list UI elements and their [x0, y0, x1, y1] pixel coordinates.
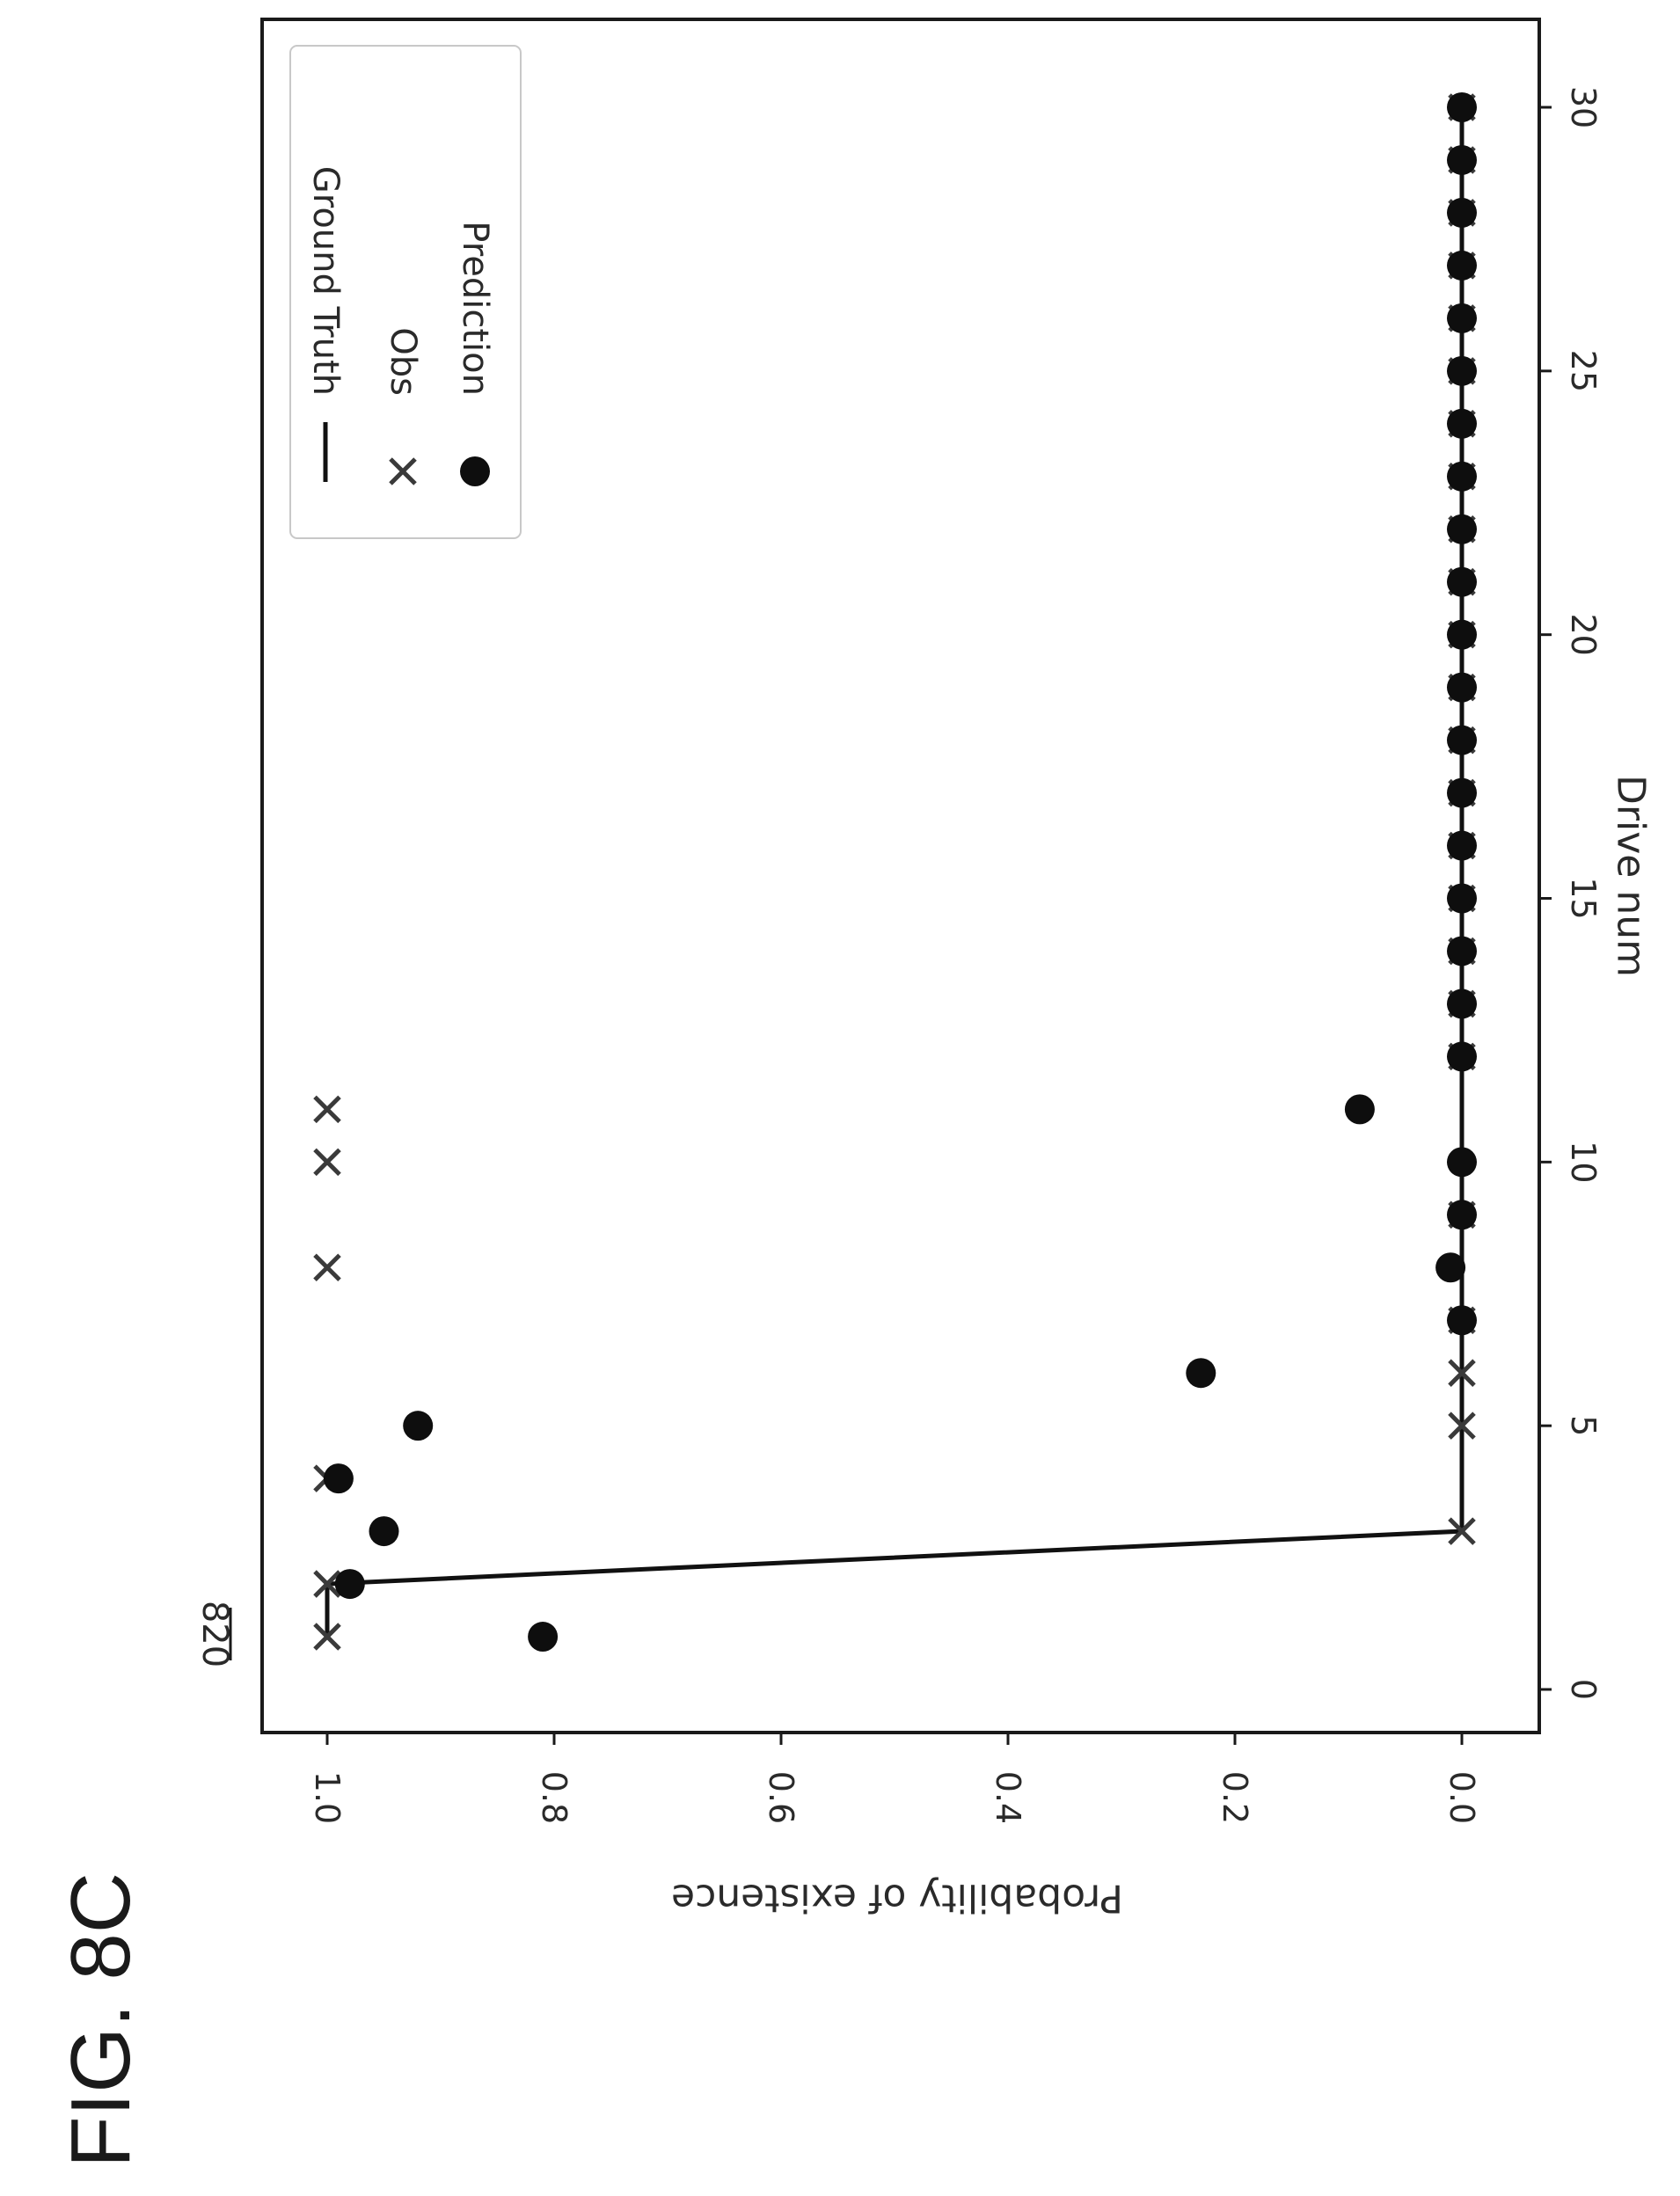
prediction-marker	[1447, 144, 1477, 175]
axis-titles: Drive num Probability of existence	[671, 775, 1653, 1920]
x-tick-label: 15	[1564, 877, 1603, 919]
plot-marks	[313, 92, 1477, 1652]
x-tick-label: 20	[1564, 613, 1603, 655]
prediction-marker	[1447, 1041, 1477, 1072]
prediction-marker	[1447, 566, 1477, 597]
legend-label-obs: Obs	[383, 327, 423, 396]
y-tick-label: 0.6	[762, 1771, 800, 1824]
prediction-marker	[1447, 777, 1477, 808]
prediction-marker	[1447, 619, 1477, 650]
obs-marker	[313, 1623, 341, 1651]
prediction-marker	[1447, 303, 1477, 333]
legend-obs-swatch	[389, 457, 417, 485]
reference-number: 820	[194, 1601, 235, 1667]
x-tick-label: 5	[1564, 1415, 1603, 1436]
prediction-marker	[1447, 1305, 1477, 1336]
legend-prediction-swatch	[460, 456, 490, 486]
prediction-marker	[334, 1569, 365, 1600]
figure-label: FIG. 8C	[54, 1871, 148, 2168]
prediction-marker	[1447, 936, 1477, 967]
prediction-marker	[1447, 830, 1477, 861]
prediction-marker	[1447, 461, 1477, 492]
obs-marker	[313, 1148, 341, 1177]
legend-box	[289, 45, 522, 539]
prediction-marker	[369, 1516, 399, 1547]
prediction-marker	[1447, 408, 1477, 439]
x-tick-label: 25	[1564, 350, 1603, 392]
legend-label-ground-truth: Ground Truth	[305, 166, 346, 396]
obs-marker	[1448, 1412, 1476, 1440]
prediction-marker	[1447, 514, 1477, 544]
prediction-marker	[1447, 883, 1477, 914]
x-tick-label: 10	[1564, 1141, 1603, 1183]
obs-marker	[1448, 1517, 1476, 1545]
prediction-marker	[1447, 250, 1477, 281]
prediction-marker	[403, 1411, 434, 1441]
obs-marker	[313, 1253, 341, 1282]
x-tick-label: 30	[1564, 86, 1603, 128]
prediction-marker	[1447, 1147, 1477, 1178]
y-tick-label: 0.2	[1216, 1771, 1254, 1824]
prediction-marker	[1447, 1200, 1477, 1230]
plot-frame	[260, 18, 1541, 1734]
y-tick-label: 0.0	[1443, 1771, 1481, 1824]
prediction-marker	[1186, 1358, 1216, 1389]
prediction-marker	[1447, 197, 1477, 228]
prediction-marker	[1447, 355, 1477, 386]
legend-label-prediction: Prediction	[455, 221, 495, 396]
y-tick-label: 0.4	[989, 1771, 1027, 1824]
x-tick-label: 0	[1564, 1679, 1603, 1700]
x-axis-title: Drive num	[1609, 775, 1654, 977]
y-tick-label: 1.0	[308, 1771, 347, 1824]
y-axis-title: Probability of existence	[671, 1876, 1123, 1921]
axis-ticks: 0 5 10 15 20 25 30 0.0 0.2 0.4 0.6 0.8 1.0	[308, 86, 1603, 1824]
obs-marker	[1448, 1359, 1476, 1387]
prediction-marker	[323, 1463, 354, 1494]
reference-number-group: 820	[194, 1601, 235, 1667]
obs-marker	[313, 1570, 341, 1598]
obs-marker	[313, 1095, 341, 1124]
prediction-marker	[1344, 1094, 1375, 1125]
legend: Ground Truth Obs Prediction	[289, 45, 522, 539]
prediction-marker	[1447, 989, 1477, 1019]
prediction-marker	[1435, 1252, 1466, 1283]
prediction-marker	[1447, 725, 1477, 755]
y-tick-label: 0.8	[535, 1771, 573, 1824]
prediction-marker	[1447, 92, 1477, 122]
prediction-marker	[528, 1622, 559, 1652]
prediction-marker	[1447, 672, 1477, 703]
